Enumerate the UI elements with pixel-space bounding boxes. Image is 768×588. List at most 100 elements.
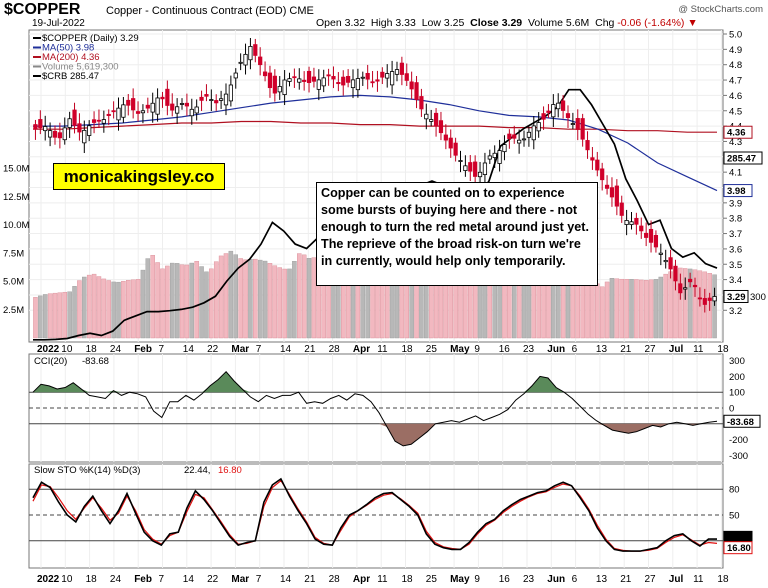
price-tick-label: 3.2 xyxy=(729,306,742,317)
volume-bar xyxy=(72,286,77,339)
candle-body xyxy=(512,134,517,139)
volume-bar xyxy=(145,258,151,339)
last-price-tag: 3.29 xyxy=(727,292,746,303)
candle-body xyxy=(399,62,404,75)
candle-body xyxy=(453,142,458,156)
candle-body xyxy=(468,162,473,172)
candle-body xyxy=(433,112,439,127)
x-tick-label-bottom: 27 xyxy=(645,574,657,585)
candle-body xyxy=(199,96,204,101)
candle-body xyxy=(619,202,624,216)
x-tick-label: 21 xyxy=(620,344,632,355)
x-tick-label: 14 xyxy=(183,344,195,355)
candle-body xyxy=(194,106,199,114)
price-tick-label: 4.7 xyxy=(729,76,742,87)
crb-tag-box xyxy=(723,151,763,165)
ma50-tag-box xyxy=(723,184,753,198)
volume-bar xyxy=(209,268,214,339)
x-tick-label-bottom: 24 xyxy=(110,574,122,585)
x-tick-label-bottom: 13 xyxy=(596,574,608,585)
volume-bar xyxy=(643,280,649,339)
cci-tick-label: -200 xyxy=(729,435,748,446)
candle-body xyxy=(624,220,629,225)
volume-tick-label: 7.5M xyxy=(3,248,24,259)
x-tick-label: Feb xyxy=(134,344,152,355)
description-text: Copper - Continuous Contract (EOD) xyxy=(106,5,287,17)
volume-bar xyxy=(712,274,717,339)
legend-item: $COPPER (Daily) 3.29 xyxy=(42,33,139,44)
price-tick-label: 4.5 xyxy=(729,106,742,117)
cci-tick-label: 300 xyxy=(729,356,745,367)
cci-oversold-fill xyxy=(33,423,717,446)
candle-body xyxy=(526,131,532,138)
x-tick-label-bottom: Jun xyxy=(547,574,565,585)
candle-body xyxy=(595,159,600,171)
cci-tick-label: -300 xyxy=(729,451,748,462)
contract-description: Copper - Continuous Contract (EOD) CME xyxy=(106,5,314,17)
crb-tag: 285.47 xyxy=(727,154,756,165)
sto-d-tag-box xyxy=(723,541,753,555)
candle-body xyxy=(712,296,717,302)
candle-body xyxy=(248,46,253,61)
price-tick-label: 3.9 xyxy=(729,198,742,209)
candle-body xyxy=(614,185,619,207)
x-tick-label-bottom: 18 xyxy=(86,574,98,585)
candle-body xyxy=(502,144,507,153)
candle-body xyxy=(668,257,673,270)
ma200-line xyxy=(33,120,717,133)
x-tick-label: 11 xyxy=(693,344,704,355)
volume-bar xyxy=(96,276,102,339)
candle-body xyxy=(365,72,370,80)
volume-bars xyxy=(33,247,717,339)
volume-bar xyxy=(194,261,199,339)
candle-body xyxy=(477,171,483,178)
candle-body xyxy=(287,78,292,82)
candle-body xyxy=(551,104,556,118)
legend-item: MA(50) 3.98 xyxy=(42,43,94,54)
candle-body xyxy=(297,78,302,83)
volume-bar xyxy=(57,292,63,339)
ohlc-summary: Open 3.32 High 3.33 Low 3.25 Close 3.29 … xyxy=(316,17,698,29)
volume-bar xyxy=(233,254,238,339)
candle-body xyxy=(214,100,219,104)
candle-body xyxy=(394,69,400,75)
candle-body xyxy=(262,71,268,77)
candle-body xyxy=(38,119,43,129)
candle-body xyxy=(267,72,273,89)
candle-body xyxy=(600,168,605,181)
candle-body xyxy=(492,152,497,158)
candle-body xyxy=(91,119,97,123)
stockcharts-credit: @ StockCharts.com xyxy=(678,4,763,15)
x-tick-label: Apr xyxy=(353,344,370,355)
volume-value: 5.6M xyxy=(565,17,590,29)
x-tick-label-bottom: 21 xyxy=(304,574,316,585)
price-tick-label: 3.4 xyxy=(729,275,742,286)
volume-tick-label: 5.0M xyxy=(3,277,24,288)
sto-tick-label: 80 xyxy=(729,485,740,496)
sto-k-line xyxy=(32,477,717,552)
x-tick-label: 7 xyxy=(159,344,165,355)
candle-body xyxy=(33,124,38,130)
price-tick-label: 4.8 xyxy=(729,60,742,71)
volume-bar xyxy=(179,264,185,339)
volume-bar xyxy=(199,266,204,339)
x-tick-label-bottom: Feb xyxy=(134,574,152,585)
volume-bar xyxy=(86,274,92,339)
candle-body xyxy=(272,75,277,94)
moving-averages xyxy=(33,94,718,192)
candle-body xyxy=(209,99,214,101)
candle-body xyxy=(121,104,126,118)
x-tick-label-bottom: 18 xyxy=(402,574,414,585)
candle-body xyxy=(697,297,703,300)
volume-bar xyxy=(82,276,87,339)
candle-body xyxy=(145,104,150,109)
candle-body xyxy=(541,113,546,120)
candle-body xyxy=(463,165,468,171)
candle-body xyxy=(350,79,356,89)
candle-body xyxy=(282,79,287,96)
legend-item: $CRB 285.47 xyxy=(42,71,99,82)
cci-tick-label: 200 xyxy=(729,372,745,383)
candle-body xyxy=(634,217,639,225)
candle-body xyxy=(604,184,610,189)
